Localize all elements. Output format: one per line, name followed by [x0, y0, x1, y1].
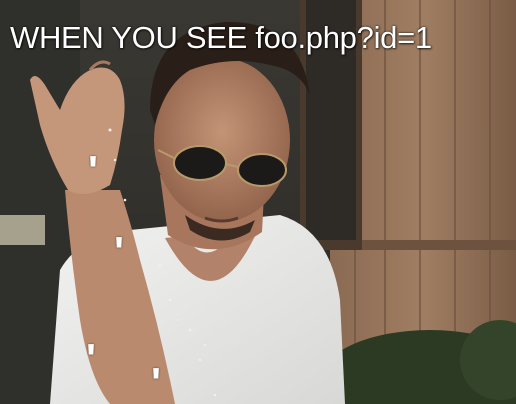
quote-mark: '	[114, 228, 124, 275]
meme-caption: WHEN YOU SEE foo.php?id=1	[10, 20, 432, 55]
quote-mark: '	[88, 147, 98, 194]
quote-mark: '	[86, 335, 96, 382]
quote-mark: '	[151, 359, 161, 404]
